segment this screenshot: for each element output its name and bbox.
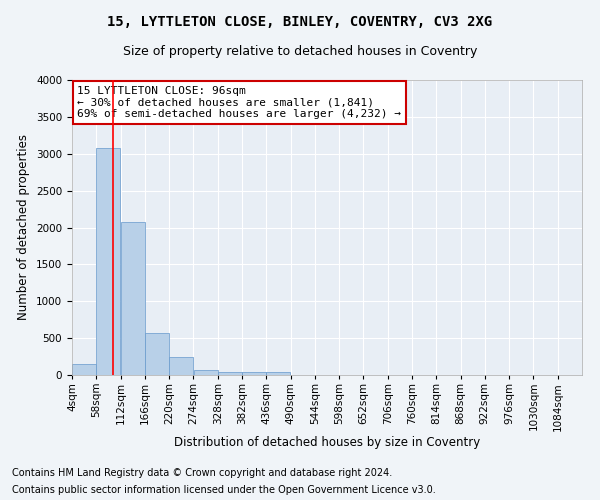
Text: Contains HM Land Registry data © Crown copyright and database right 2024.: Contains HM Land Registry data © Crown c… — [12, 468, 392, 477]
Text: Contains public sector information licensed under the Open Government Licence v3: Contains public sector information licen… — [12, 485, 436, 495]
Text: Size of property relative to detached houses in Coventry: Size of property relative to detached ho… — [123, 45, 477, 58]
Text: 15 LYTTLETON CLOSE: 96sqm
← 30% of detached houses are smaller (1,841)
69% of se: 15 LYTTLETON CLOSE: 96sqm ← 30% of detac… — [77, 86, 401, 119]
Bar — [218, 372, 242, 375]
Bar — [145, 333, 169, 375]
Bar — [121, 222, 145, 375]
Bar — [194, 370, 218, 375]
Bar — [242, 372, 266, 375]
Bar — [97, 148, 121, 375]
Bar — [169, 358, 193, 375]
X-axis label: Distribution of detached houses by size in Coventry: Distribution of detached houses by size … — [174, 436, 480, 449]
Y-axis label: Number of detached properties: Number of detached properties — [17, 134, 31, 320]
Bar — [72, 364, 96, 375]
Bar — [266, 372, 290, 375]
Text: 15, LYTTLETON CLOSE, BINLEY, COVENTRY, CV3 2XG: 15, LYTTLETON CLOSE, BINLEY, COVENTRY, C… — [107, 15, 493, 29]
